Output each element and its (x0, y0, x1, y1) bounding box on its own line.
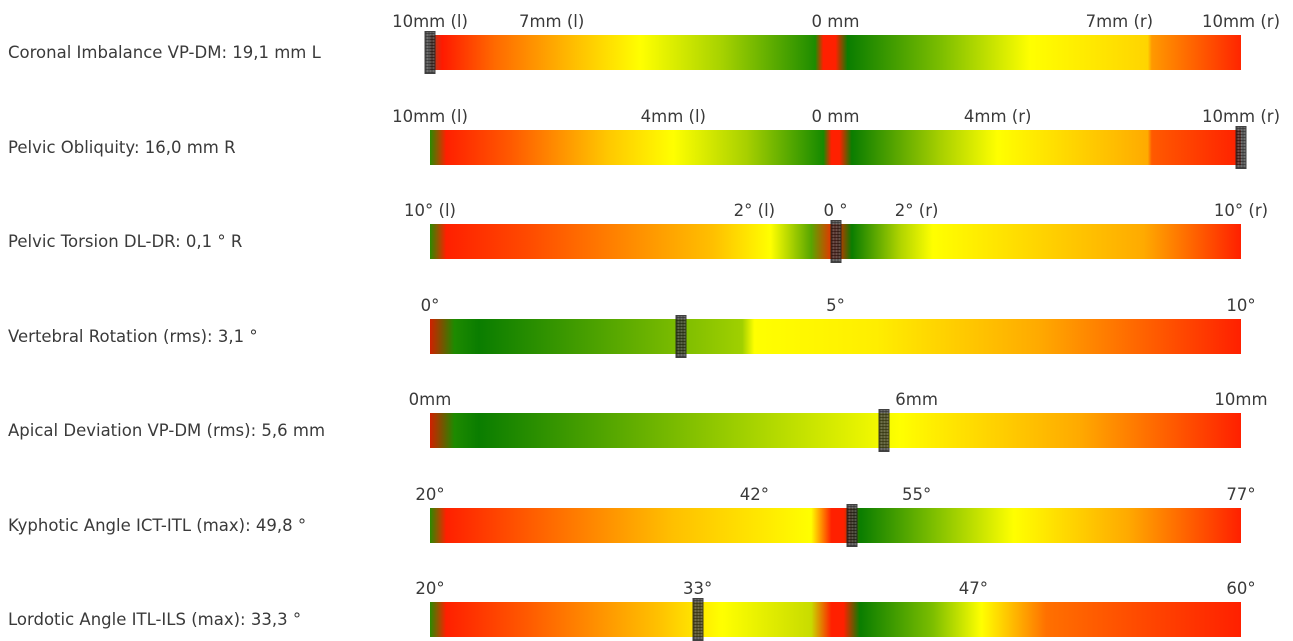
pelvic-torsion-tick-label: 10° (r) (1213, 201, 1269, 220)
vertebral-rotation-value-marker (675, 315, 687, 358)
vertebral-rotation-tick-label: 10° (1226, 296, 1256, 315)
lordotic-angle-value-marker (692, 598, 704, 641)
apical-deviation-label: Apical Deviation VP-DM (rms): 5,6 mm (8, 421, 326, 440)
lordotic-angle-label: Lordotic Angle ITL-ILS (max): 33,3 ° (8, 610, 302, 629)
lordotic-angle-tick-label: 20° (415, 579, 445, 598)
pelvic-obliquity-tick-label: 0 mm (811, 107, 860, 126)
apical-deviation-value-marker (878, 409, 890, 452)
apical-deviation-tick-label: 6mm (895, 390, 938, 409)
pelvic-torsion-tick-label: 10° (l) (404, 201, 456, 220)
pelvic-torsion-label: Pelvic Torsion DL-DR: 0,1 ° R (8, 232, 243, 251)
pelvic-obliquity-value-marker (1235, 126, 1247, 169)
vertebral-rotation-tick-label: 5° (826, 296, 845, 315)
pelvic-obliquity-tick-label: 4mm (r) (963, 107, 1032, 126)
coronal-imbalance-tick-label: 10mm (l) (392, 12, 468, 31)
coronal-imbalance-tick-label: 10mm (r) (1201, 12, 1281, 31)
coronal-imbalance-label: Coronal Imbalance VP-DM: 19,1 mm L (8, 43, 321, 62)
pelvic-obliquity-tick-label: 10mm (l) (392, 107, 468, 126)
pelvic-torsion-tick-label: 2° (l) (733, 201, 776, 220)
vertebral-rotation-label: Vertebral Rotation (rms): 3,1 ° (8, 327, 258, 346)
vertebral-rotation-gauge-bar (430, 319, 1241, 354)
coronal-imbalance-value-marker (424, 31, 436, 74)
lordotic-angle-tick-label: 60° (1226, 579, 1256, 598)
pelvic-torsion-value-marker (830, 220, 841, 263)
lordotic-angle-tick-label: 47° (958, 579, 988, 598)
apical-deviation-tick-label: 0mm (408, 390, 452, 409)
coronal-imbalance-tick-label: 7mm (l) (518, 12, 585, 31)
coronal-imbalance-gauge-bar (430, 35, 1241, 70)
kyphotic-angle-label: Kyphotic Angle ICT-ITL (max): 49,8 ° (8, 516, 307, 535)
lordotic-angle-gauge-bar (430, 602, 1241, 637)
coronal-imbalance-tick-label: 0 mm (811, 12, 860, 31)
pelvic-obliquity-label: Pelvic Obliquity: 16,0 mm R (8, 138, 236, 157)
pelvic-obliquity-tick-label: 4mm (l) (640, 107, 706, 126)
apical-deviation-gauge-bar (430, 413, 1241, 448)
kyphotic-angle-gauge-bar (430, 508, 1241, 543)
pelvic-torsion-tick-label: 2° (r) (894, 201, 939, 220)
kyphotic-angle-tick-label: 20° (415, 485, 445, 504)
kyphotic-angle-value-marker (846, 504, 858, 547)
pelvic-obliquity-gauge-bar (430, 130, 1241, 165)
pelvic-torsion-tick-label: 0 ° (823, 201, 848, 220)
vertebral-rotation-tick-label: 0° (420, 296, 440, 315)
coronal-imbalance-tick-label: 7mm (r) (1085, 12, 1154, 31)
kyphotic-angle-tick-label: 42° (739, 485, 770, 504)
apical-deviation-tick-label: 10mm (1214, 390, 1268, 409)
kyphotic-angle-tick-label: 55° (901, 485, 932, 504)
pelvic-obliquity-tick-label: 10mm (r) (1201, 107, 1281, 126)
kyphotic-angle-tick-label: 77° (1226, 485, 1256, 504)
lordotic-angle-tick-label: 33° (683, 579, 713, 598)
